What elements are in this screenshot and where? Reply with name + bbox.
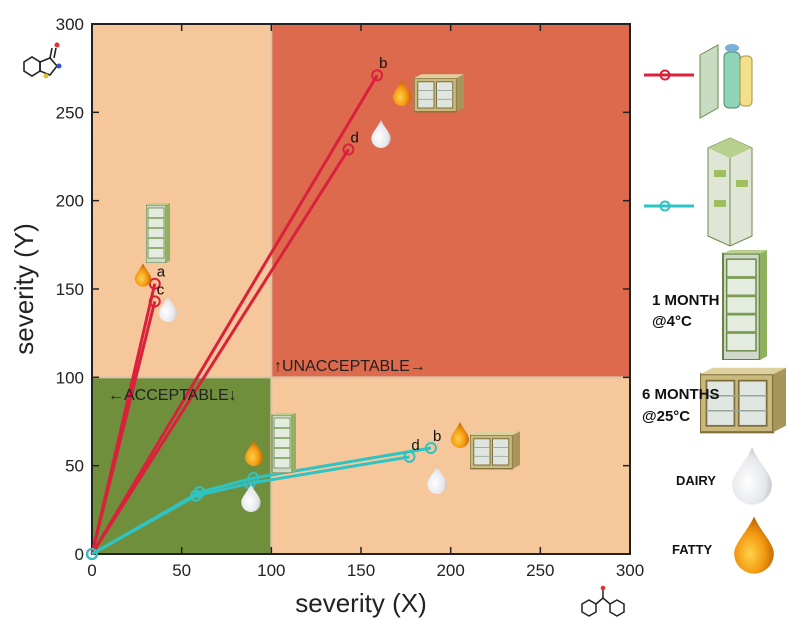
- data-point: [193, 486, 206, 499]
- data-point: [424, 442, 437, 454]
- x-axis-label: severity (X): [295, 588, 426, 618]
- y-tick-label: 250: [56, 103, 84, 122]
- y-axis-label: severity (Y): [9, 223, 39, 354]
- point-label: c: [157, 281, 165, 298]
- point-label: b: [433, 428, 441, 445]
- data-point: [148, 295, 161, 308]
- legend-red-line: [644, 69, 694, 81]
- fridge-icon: [271, 413, 297, 473]
- legend-cyan-line: [644, 200, 694, 212]
- fridge-icon: [146, 203, 170, 263]
- molecule-bit-icon: [23, 42, 62, 79]
- point-label: a: [157, 264, 166, 281]
- x-tick-label: 250: [526, 561, 554, 580]
- legend-storage-2: 6 MONTHS @25°C: [642, 384, 720, 428]
- cabinet-icon: [470, 430, 520, 470]
- data-point: [342, 143, 355, 156]
- point-label: b: [379, 55, 387, 72]
- fatty-drop-icon: [734, 516, 774, 574]
- legend-storage-2-line2: @25°C: [642, 408, 691, 425]
- acceptable-region: [92, 377, 272, 554]
- point-label: d: [411, 437, 419, 454]
- series-line: [90, 148, 350, 555]
- x-tick-label: 100: [257, 561, 285, 580]
- packaging-bottle-icon: [699, 44, 753, 119]
- cabinet-icon: [414, 73, 464, 113]
- x-tick-label: 150: [347, 561, 375, 580]
- acceptable-label: ←ACCEPTABLE↓: [108, 387, 237, 404]
- legend-storage-1: 1 MONTH @4°C: [652, 290, 720, 332]
- molecule-benzophenone-icon: [581, 585, 625, 617]
- point-label: d: [350, 129, 358, 146]
- data-point: [371, 69, 384, 82]
- dairy-drop-icon: [732, 447, 772, 505]
- data-point: [190, 489, 203, 502]
- legend-storage-2-line1: 6 MONTHS: [642, 386, 720, 403]
- x-tick-label: 300: [616, 561, 644, 580]
- series-line: [91, 455, 410, 556]
- y-tick-label: 50: [65, 457, 84, 476]
- data-point: [86, 548, 98, 560]
- y-tick-label: 0: [75, 545, 84, 564]
- data-point: [148, 277, 161, 290]
- x-tick-label: 50: [172, 561, 191, 580]
- y-tick-label: 300: [56, 15, 84, 34]
- axes: 0 50 100 150 200 250 300 0 50 100 150 200 250 300 seve…: [9, 15, 644, 618]
- x-tick-label: 200: [436, 561, 464, 580]
- series-line: [90, 74, 379, 555]
- y-tick-label: 100: [56, 368, 84, 387]
- data-point: [403, 450, 416, 463]
- legend-dairy: DAIRY: [676, 473, 716, 488]
- legend-fatty: FATTY: [672, 542, 713, 557]
- legend-storage-1-line1: 1 MONTH: [652, 292, 720, 309]
- legend-storage-1-line2: @4°C: [652, 313, 692, 330]
- series-line: [90, 301, 157, 555]
- x-tick-label: 0: [87, 561, 96, 580]
- y-tick-label: 200: [56, 192, 84, 211]
- fridge-icon: [722, 250, 768, 360]
- series-layer: [86, 69, 437, 560]
- packaging-box-icon: [707, 137, 753, 247]
- unacceptable-label: ↑UNACCEPTABLE→: [274, 358, 426, 375]
- y-tick-label: 150: [56, 280, 84, 299]
